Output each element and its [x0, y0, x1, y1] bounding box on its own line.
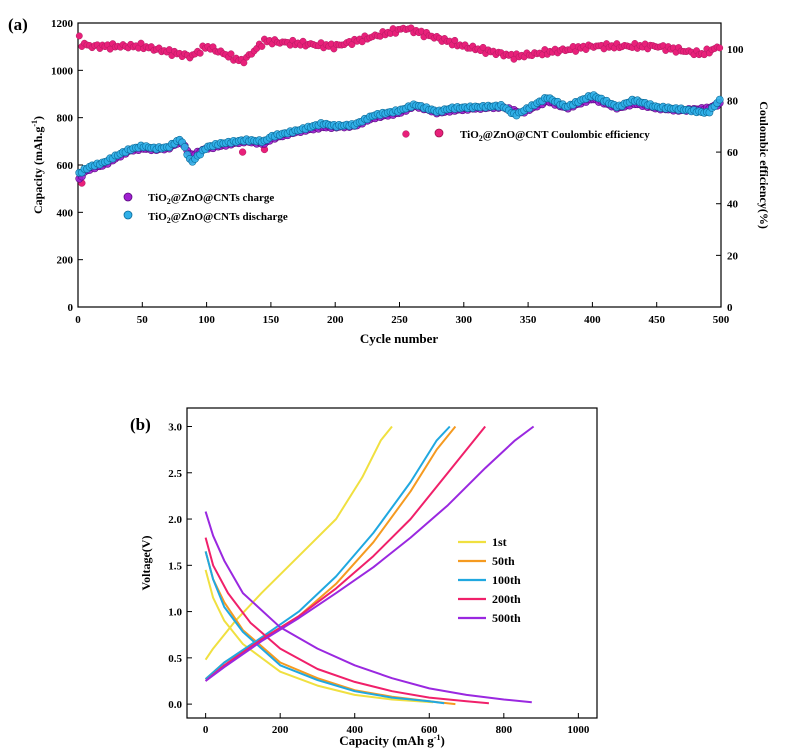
x-tick-label: 450 [648, 314, 665, 326]
panel-a-x-ticks: 0 50 100 150 200 250 300 350 400 450 500 [75, 302, 730, 326]
legend-label-discharge: TiO2@ZnO@CNTs discharge [148, 211, 288, 225]
coulombic-point [137, 39, 145, 47]
panel-a-y2-ticks: 0 20 40 60 80 100 [716, 44, 744, 314]
x-tick-label: 400 [584, 314, 601, 326]
y2-tick-label: 100 [727, 44, 744, 56]
y-tick-label: 0.0 [168, 699, 182, 711]
curve-charge-200th [204, 425, 486, 682]
y-tick-label: 3.0 [168, 422, 182, 434]
x-tick-label: 600 [421, 724, 438, 736]
y-tick-label: 600 [57, 160, 74, 172]
panel-a-y2-axis-label: Coulombic efficiency(%) [757, 101, 771, 229]
panel-b-y-axis-label: Voltage(V) [139, 536, 153, 591]
x-tick-label: 50 [137, 314, 149, 326]
coulombic-point [227, 50, 235, 58]
panel-b-curves [204, 425, 535, 706]
y-tick-label: 800 [57, 113, 74, 125]
curve-charge-500th [205, 425, 535, 682]
legend-entry-discharge: TiO2@ZnO@CNTs discharge [123, 210, 288, 225]
panel-a-y-ticks: 0 200 400 600 800 1000 1200 [51, 18, 83, 314]
coulombic-point [451, 36, 459, 44]
x-tick-label: 500 [713, 314, 730, 326]
legend-label-coulombic: TiO2@ZnO@CNT Coulombic efficiency [460, 129, 650, 143]
panel-a-y-axis-label: Capacity (mAh.g-1) [30, 116, 45, 214]
legend-marker-charge [123, 192, 133, 202]
coulombic-outlier-point [402, 130, 410, 138]
curve-charge-1st [204, 425, 393, 661]
legend-entry-coulombic: TiO2@ZnO@CNT Coulombic efficiency [434, 128, 650, 143]
panel-a-frame [77, 22, 722, 308]
curve-discharge-200th [204, 537, 489, 705]
legend-label-50th: 50th [492, 554, 515, 568]
legend-entry-charge: TiO2@ZnO@CNTs charge [123, 192, 274, 206]
panel-a: (a) 0 50 100 150 200 250 300 350 400 450 500 02004… [8, 15, 771, 346]
panel-b-frame [186, 407, 598, 719]
y2-tick-label: 20 [727, 250, 739, 262]
x-tick-label: 300 [456, 314, 473, 326]
legend-label-charge: TiO2@ZnO@CNTs charge [148, 192, 274, 206]
legend-marker-discharge [123, 210, 133, 220]
curve-discharge-50th [204, 551, 456, 706]
panel-b-x-axis-label: Capacity (mAh g-1) [339, 733, 445, 748]
y-tick-label: 1.0 [168, 607, 182, 619]
panel-a-label: (a) [8, 15, 28, 34]
y2-tick-label: 80 [727, 95, 739, 107]
panel-b: (b) 0 200 400 600 800 1000 0.0 0.5 1.0 1.5 2.0 2.5… [130, 407, 598, 748]
x-tick-label: 200 [272, 724, 289, 736]
x-tick-label: 150 [263, 314, 280, 326]
y-tick-label: 200 [57, 255, 74, 267]
x-tick-label: 800 [496, 724, 513, 736]
y-tick-label: 1000 [51, 65, 74, 77]
legend-label-500th: 500th [492, 611, 521, 625]
y2-tick-label: 0 [727, 302, 733, 314]
x-tick-label: 200 [327, 314, 344, 326]
x-tick-label: 0 [203, 724, 209, 736]
curve-discharge-1st [204, 569, 434, 704]
y2-tick-label: 60 [727, 147, 739, 159]
x-tick-label: 250 [391, 314, 408, 326]
discharge-point [715, 95, 724, 104]
curve-charge-50th [204, 425, 457, 680]
panel-b-label: (b) [130, 415, 151, 434]
curve-discharge-100th [204, 551, 445, 705]
x-tick-label: 1000 [567, 724, 590, 736]
panel-a-x-axis-label: Cycle number [360, 331, 439, 346]
y-tick-label: 1200 [51, 18, 74, 30]
legend-marker-coulombic [434, 128, 444, 138]
coulombic-point [258, 43, 266, 50]
curve-charge-100th [204, 425, 451, 680]
legend-label-200th: 200th [492, 592, 521, 606]
y2-tick-label: 40 [727, 199, 739, 211]
legend-label-100th: 100th [492, 573, 521, 587]
coulombic-point [196, 49, 204, 57]
y-tick-label: 0 [68, 302, 74, 314]
coulombic-point [75, 32, 83, 40]
panel-b-y-ticks: 0.0 0.5 1.0 1.5 2.0 2.5 3.0 [168, 422, 192, 711]
legend-label-1st: 1st [492, 535, 507, 549]
y-tick-label: 1.5 [168, 560, 182, 572]
coulombic-outlier-point [238, 148, 247, 156]
x-tick-label: 350 [520, 314, 537, 326]
coulombic-point [716, 44, 724, 52]
y-tick-label: 0.5 [168, 653, 182, 665]
x-tick-label: 400 [346, 724, 363, 736]
y-tick-label: 2.5 [168, 468, 182, 480]
y-tick-label: 2.0 [168, 514, 182, 526]
discharge-point [180, 143, 189, 151]
panel-b-x-ticks: 0 200 400 600 800 1000 [203, 713, 590, 736]
x-tick-label: 100 [198, 314, 215, 326]
panel-b-legend: 1st 50th 100th 200th 500th [458, 535, 521, 625]
curve-discharge-500th [204, 511, 532, 704]
y-tick-label: 400 [57, 207, 74, 219]
panel-a-data-points [75, 24, 724, 187]
x-tick-label: 0 [75, 314, 81, 326]
